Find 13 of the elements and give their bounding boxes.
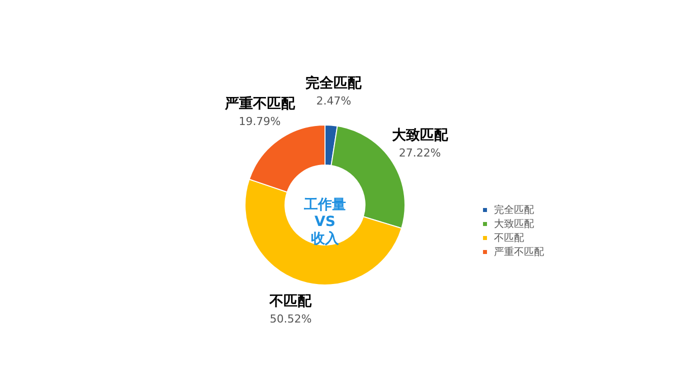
slice-label: 完全匹配 [306,74,363,92]
legend-label: 严重不匹配 [494,246,544,258]
legend-label: 不匹配 [494,233,524,244]
data-label: 19.79% [238,114,281,128]
data-label: 50.52% [270,312,312,326]
legend-label: 完全匹配 [494,204,534,216]
legend-label: 大致匹配 [494,218,534,230]
text: 工作量 VS 收入 [303,197,346,247]
slice-label: 严重不匹配 [224,96,296,112]
data-label: 27.22% [398,146,441,160]
slice-label: 大致匹配 [392,127,449,144]
slice-label: 不匹配 [268,294,313,310]
data-label: 2.47% [316,94,352,108]
